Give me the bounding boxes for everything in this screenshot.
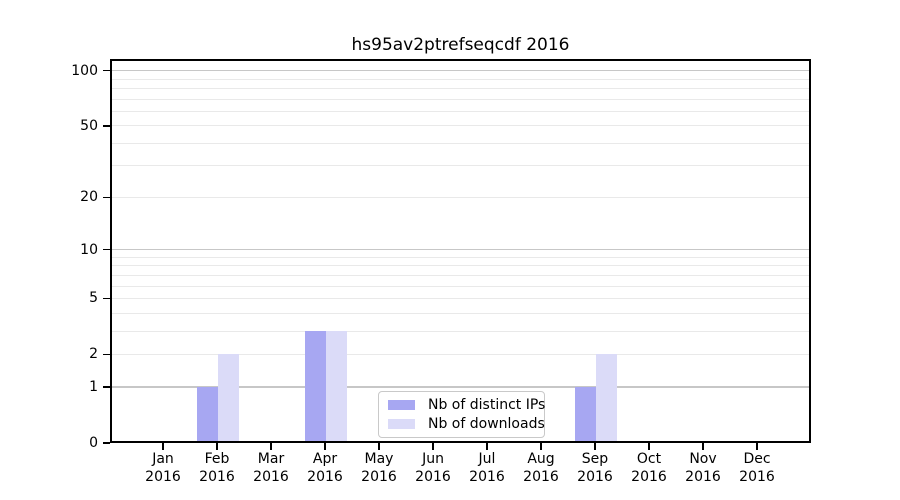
y-tick-mark [103, 442, 110, 444]
x-tick-month: Aug [527, 451, 555, 467]
x-tick-year: 2016 [523, 469, 559, 485]
major-gridline [110, 386, 811, 388]
x-tick-month: Apr [312, 451, 338, 467]
x-tick-month: Jul [478, 451, 496, 467]
bar-downloads [596, 354, 617, 443]
minor-gridline [110, 274, 811, 276]
x-tick-label: Nov 2016 [673, 450, 733, 486]
x-tick-month: May [364, 451, 394, 467]
y-tick-label: 5 [89, 290, 98, 307]
x-tick-month: Sep [581, 451, 609, 467]
x-tick-month: Nov [689, 451, 717, 467]
minor-gridline [110, 330, 811, 332]
bar-downloads [326, 331, 347, 443]
minor-gridline [110, 256, 811, 258]
x-tick-year: 2016 [361, 469, 397, 485]
x-tick-label: Aug 2016 [511, 450, 571, 486]
legend-swatch-downloads [388, 419, 415, 429]
x-tick-mark [540, 443, 542, 450]
x-tick-label: Apr 2016 [295, 450, 355, 486]
x-tick-label: Dec 2016 [727, 450, 787, 486]
y-tick-mark [103, 248, 110, 251]
minor-gridline [110, 78, 811, 80]
x-tick-label: Jan 2016 [133, 450, 193, 486]
bar-distinct-ips [197, 387, 218, 443]
y-tick-label: 10 [80, 241, 98, 258]
major-gridline [110, 69, 811, 72]
x-tick-mark [702, 443, 704, 450]
x-tick-year: 2016 [739, 469, 775, 485]
minor-gridline [110, 142, 811, 144]
legend-swatch-distinct-ips [388, 400, 415, 410]
x-tick-mark [216, 443, 218, 450]
bar-downloads [218, 354, 239, 443]
x-tick-mark [324, 443, 326, 450]
legend: Nb of distinct IPs Nb of downloads [378, 391, 545, 438]
minor-gridline [110, 98, 811, 100]
y-tick-mark [103, 297, 110, 300]
x-tick-year: 2016 [307, 469, 343, 485]
x-tick-year: 2016 [415, 469, 451, 485]
minor-gridline [110, 312, 811, 314]
x-tick-year: 2016 [685, 469, 721, 485]
bar-distinct-ips [305, 331, 326, 443]
minor-gridline [110, 196, 811, 198]
legend-row-downloads: Nb of downloads [388, 416, 545, 432]
legend-row-distinct-ips: Nb of distinct IPs [388, 397, 545, 413]
y-tick-mark [103, 124, 110, 127]
x-tick-mark [270, 443, 272, 450]
major-gridline [110, 248, 811, 251]
x-tick-year: 2016 [631, 469, 667, 485]
x-tick-label: Mar 2016 [241, 450, 301, 486]
y-tick-mark [103, 69, 110, 72]
x-tick-month: Mar [257, 451, 285, 467]
x-tick-mark [756, 443, 758, 450]
y-tick-mark [103, 386, 110, 388]
x-tick-mark [486, 443, 488, 450]
x-tick-year: 2016 [145, 469, 181, 485]
x-tick-label: Sep 2016 [565, 450, 625, 486]
minor-gridline [110, 265, 811, 267]
y-tick-label: 100 [71, 62, 98, 79]
y-tick-mark [103, 353, 110, 356]
x-tick-year: 2016 [469, 469, 505, 485]
x-tick-label: Oct 2016 [619, 450, 679, 486]
x-tick-mark [432, 443, 434, 450]
y-tick-label: 20 [80, 189, 98, 206]
y-tick-label: 0 [89, 435, 98, 451]
minor-gridline [110, 353, 811, 355]
x-tick-label: May 2016 [349, 450, 409, 486]
chart-title: hs95av2ptrefseqcdf 2016 [351, 35, 570, 55]
x-tick-year: 2016 [253, 469, 289, 485]
x-tick-mark [648, 443, 650, 450]
x-tick-month: Jun [422, 451, 444, 467]
x-tick-year: 2016 [577, 469, 613, 485]
minor-gridline [110, 110, 811, 112]
x-tick-label: Jul 2016 [457, 450, 517, 486]
x-tick-label: Feb 2016 [187, 450, 247, 486]
y-tick-label: 50 [80, 117, 98, 134]
x-tick-month: Dec [743, 451, 771, 467]
minor-gridline [110, 87, 811, 89]
x-tick-mark [594, 443, 596, 450]
minor-gridline [110, 165, 811, 167]
x-tick-month: Oct [636, 451, 662, 467]
y-tick-label: 1 [89, 379, 98, 396]
minor-gridline [110, 125, 811, 127]
x-tick-mark [162, 443, 164, 450]
x-tick-month: Feb [204, 451, 230, 467]
y-tick-label: 2 [89, 346, 98, 363]
x-tick-year: 2016 [199, 469, 235, 485]
bar-distinct-ips [575, 387, 596, 443]
x-tick-mark [378, 443, 380, 450]
x-tick-label: Jun 2016 [403, 450, 463, 486]
y-tick-mark [103, 196, 110, 199]
minor-gridline [110, 297, 811, 299]
x-tick-month: Jan [152, 451, 174, 467]
legend-label-distinct-ips: Nb of distinct IPs [428, 397, 546, 413]
legend-label-downloads: Nb of downloads [428, 416, 545, 432]
minor-gridline [110, 285, 811, 287]
